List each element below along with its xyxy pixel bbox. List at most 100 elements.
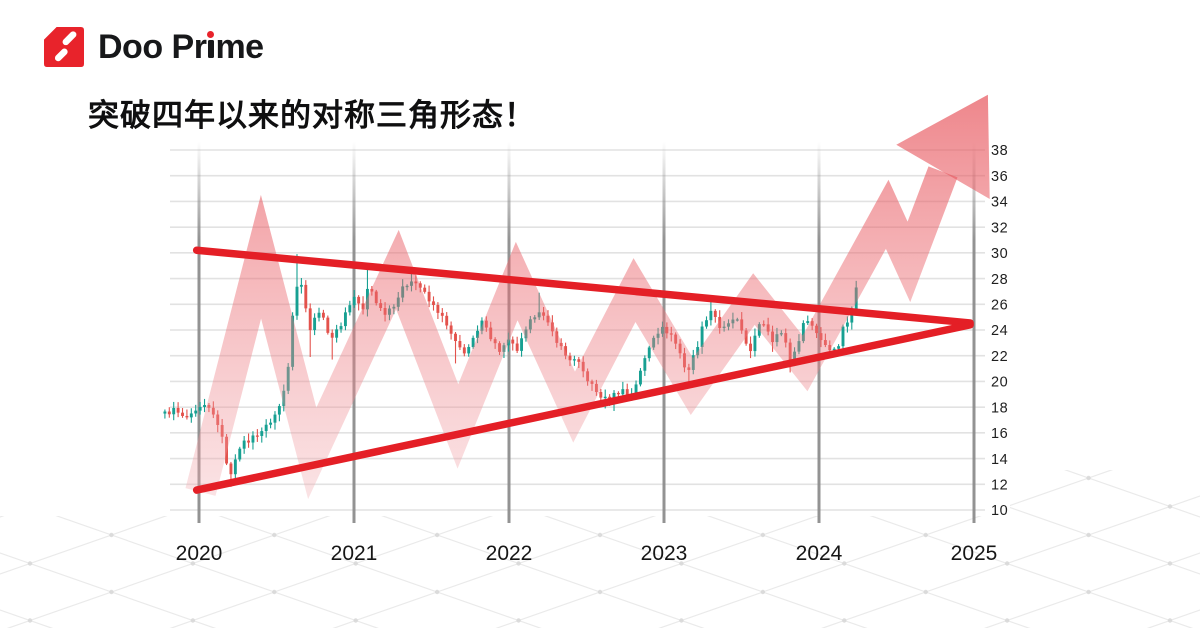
candle <box>299 284 303 287</box>
logo-wordmark: Doo Pr me <box>98 27 264 67</box>
candle <box>700 326 704 348</box>
candle <box>608 396 612 400</box>
candle <box>308 308 312 331</box>
logo-text-pre: Doo Pr <box>98 28 207 66</box>
lattice-dot <box>272 589 277 595</box>
candle <box>423 287 427 292</box>
candle <box>625 389 629 395</box>
candle <box>339 326 343 330</box>
logo-slash-icon <box>54 48 68 62</box>
y-axis-label: 12 <box>991 477 1008 493</box>
y-axis-label: 18 <box>991 400 1008 416</box>
candle <box>264 424 268 432</box>
candle <box>176 407 180 413</box>
candle <box>418 283 422 288</box>
candle <box>744 330 748 344</box>
lattice-dot <box>1167 504 1173 509</box>
lattice-dot <box>1086 475 1091 481</box>
candle <box>321 312 325 318</box>
candle <box>194 410 198 414</box>
candle <box>709 310 713 321</box>
y-axis-label: 14 <box>991 452 1008 468</box>
candle <box>172 407 176 415</box>
lattice-line <box>0 481 1200 628</box>
candle <box>612 392 616 400</box>
lattice-dot <box>679 504 684 509</box>
candle <box>471 337 475 348</box>
candle <box>260 431 264 436</box>
candle <box>247 440 251 443</box>
candle <box>511 339 515 344</box>
lattice-dot <box>516 504 521 509</box>
candle <box>352 296 356 306</box>
lattice-line <box>0 470 1200 628</box>
x-axis-labels: 2020 2021 2022 2023 2024 2025 <box>176 542 998 565</box>
candle <box>454 333 457 342</box>
y-axis-label: 30 <box>991 246 1008 262</box>
candle <box>801 323 805 342</box>
lattice-dot <box>842 618 847 623</box>
candle <box>427 291 431 302</box>
lattice-dot <box>597 532 603 538</box>
lattice-line <box>0 470 1200 628</box>
triangle-upper-trendline <box>192 246 974 327</box>
y-axis-label: 10 <box>991 503 1008 519</box>
lattice-dot <box>516 618 521 623</box>
logo-i-red-dot <box>207 31 215 38</box>
x-axis-label: 2020 <box>176 542 223 565</box>
candle <box>520 338 524 351</box>
lattice-dot <box>109 475 114 481</box>
candle <box>436 305 440 313</box>
candle <box>467 347 471 354</box>
candle <box>269 422 273 425</box>
lattice-dot <box>516 561 521 566</box>
lattice-dot <box>760 589 766 595</box>
lattice-dot <box>434 532 440 538</box>
candle <box>837 346 841 349</box>
candle <box>634 384 638 395</box>
candle <box>643 358 647 371</box>
headline: 突破四年以来的对称三角形态！ <box>88 98 536 133</box>
candle <box>295 286 299 316</box>
candle <box>185 415 189 418</box>
lattice-dot <box>597 475 603 481</box>
x-axis-label: 2022 <box>486 542 533 565</box>
lattice-line <box>0 470 1200 628</box>
lattice-line <box>0 481 1200 628</box>
x-axis-label: 2025 <box>951 542 998 565</box>
candle <box>242 440 246 449</box>
candle <box>832 348 836 351</box>
lattice-dot <box>679 618 684 623</box>
y-axis-label: 20 <box>991 375 1008 391</box>
lattice-dot <box>190 561 196 566</box>
candle <box>432 301 435 306</box>
y-axis-label: 16 <box>991 426 1008 442</box>
lattice-dot <box>842 561 847 566</box>
candle <box>616 392 620 395</box>
lattice-dot <box>27 618 33 623</box>
candle <box>749 343 752 352</box>
y-axis-label: 28 <box>991 272 1008 288</box>
candle <box>599 392 603 398</box>
y-axis-label: 32 <box>991 220 1008 236</box>
doo-prime-logo: Doo Pr me <box>44 27 264 67</box>
candle <box>850 311 854 323</box>
lattice-dot <box>923 532 928 538</box>
lattice-line <box>0 595 1200 628</box>
candle <box>198 406 202 411</box>
lattice-dot <box>760 532 766 538</box>
candle <box>317 312 321 318</box>
candle <box>277 406 281 415</box>
lattice-dot <box>434 589 440 595</box>
candle <box>233 459 237 475</box>
candle <box>603 396 607 399</box>
lattice-dot <box>1086 532 1091 538</box>
candle <box>229 463 233 475</box>
x-axis-label: 2023 <box>641 542 688 565</box>
candle <box>568 355 572 361</box>
candle <box>577 359 581 362</box>
x-axis-label: 2024 <box>796 542 843 565</box>
zigzag-breakout-arrow <box>185 94 990 500</box>
